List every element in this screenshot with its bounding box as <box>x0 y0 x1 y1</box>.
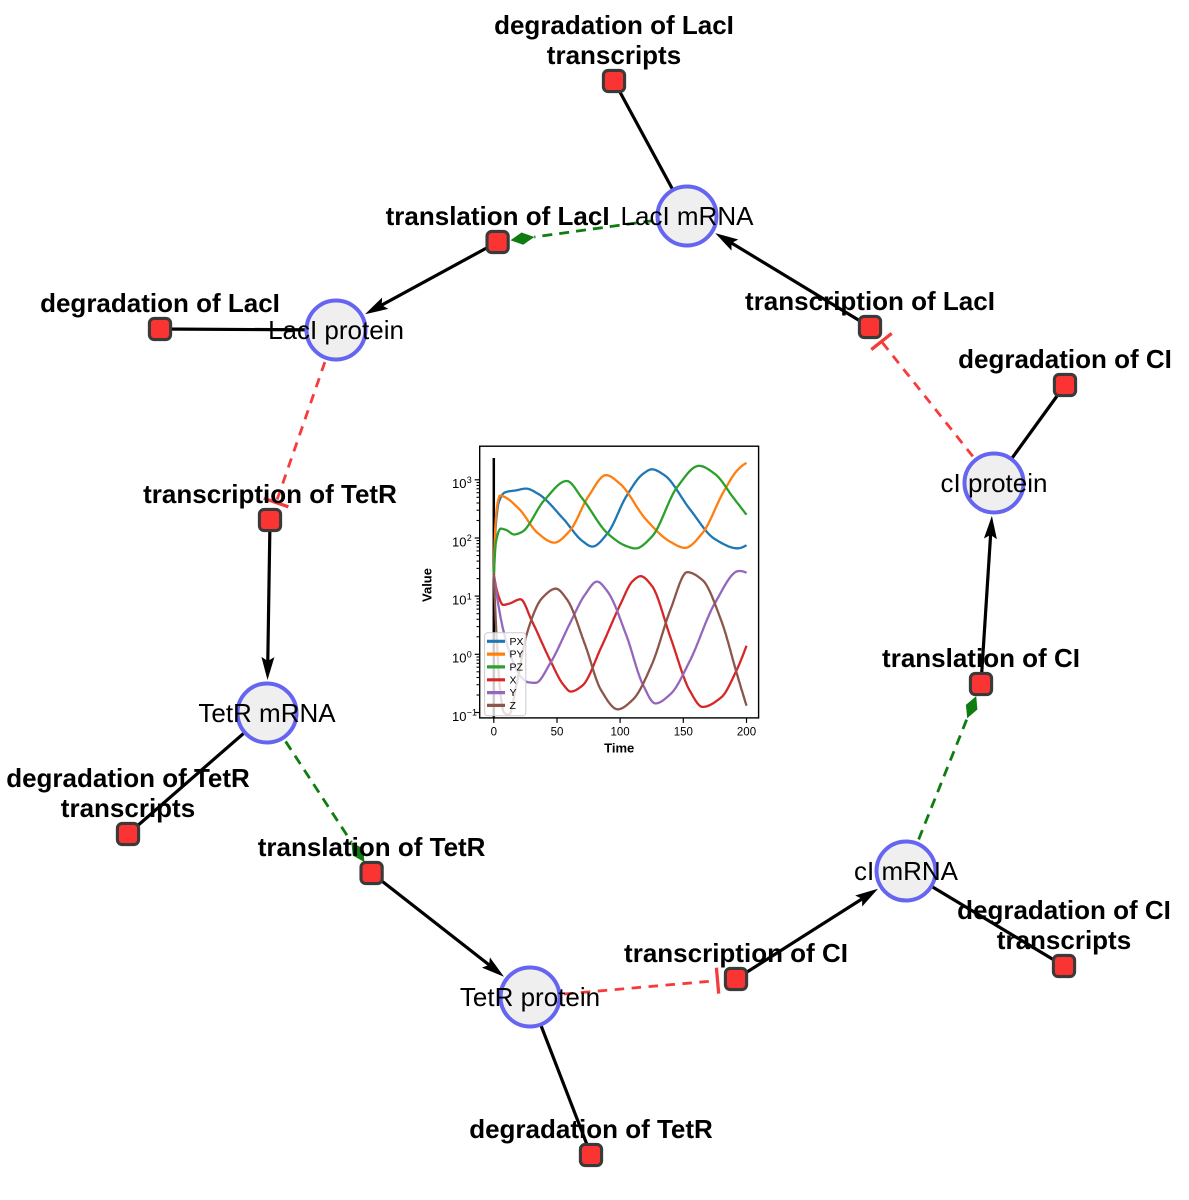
svg-text:0: 0 <box>467 650 472 660</box>
svg-text:cI protein: cI protein <box>941 468 1048 498</box>
svg-text:degradation of TetR: degradation of TetR <box>469 1114 713 1144</box>
svg-text:LacI protein: LacI protein <box>268 315 404 345</box>
svg-text:1: 1 <box>467 591 472 601</box>
svg-text:100: 100 <box>611 727 630 739</box>
svg-text:degradation of TetR: degradation of TetR <box>6 763 250 793</box>
svg-text:2: 2 <box>467 533 472 543</box>
svg-text:200: 200 <box>737 727 756 739</box>
svg-text:transcripts: transcripts <box>61 793 195 823</box>
svg-text:TetR protein: TetR protein <box>460 982 600 1012</box>
svg-text:transcripts: transcripts <box>997 925 1131 955</box>
svg-text:50: 50 <box>551 727 564 739</box>
svg-text:0: 0 <box>491 727 497 739</box>
svg-text:cI mRNA: cI mRNA <box>854 856 959 886</box>
svg-text:X: X <box>510 674 517 686</box>
svg-text:degradation of LacI: degradation of LacI <box>494 10 734 40</box>
svg-text:translation of LacI: translation of LacI <box>386 201 610 231</box>
svg-text:Z: Z <box>510 700 517 712</box>
svg-text:10: 10 <box>452 651 466 666</box>
svg-text:TetR mRNA: TetR mRNA <box>198 698 336 728</box>
svg-text:Time: Time <box>604 741 634 756</box>
svg-text:150: 150 <box>674 727 693 739</box>
svg-text:PZ: PZ <box>510 662 524 674</box>
svg-text:10: 10 <box>452 534 466 549</box>
svg-text:LacI mRNA: LacI mRNA <box>621 201 755 231</box>
svg-text:Y: Y <box>510 687 517 699</box>
svg-text:translation of CI: translation of CI <box>882 643 1080 673</box>
svg-text:10: 10 <box>452 592 466 607</box>
svg-text:10: 10 <box>452 476 466 491</box>
svg-text:transcription of LacI: transcription of LacI <box>745 286 995 316</box>
svg-text:−1: −1 <box>467 708 477 718</box>
svg-text:translation of TetR: translation of TetR <box>258 832 486 862</box>
svg-text:10: 10 <box>452 709 466 724</box>
svg-text:transcription of CI: transcription of CI <box>624 938 848 968</box>
svg-text:PX: PX <box>510 636 524 648</box>
svg-text:3: 3 <box>467 475 472 485</box>
svg-text:degradation of CI: degradation of CI <box>957 895 1171 925</box>
svg-text:degradation of CI: degradation of CI <box>958 344 1172 374</box>
svg-text:transcription of TetR: transcription of TetR <box>143 479 397 509</box>
svg-text:degradation of LacI: degradation of LacI <box>40 288 280 318</box>
svg-text:Value: Value <box>420 568 435 602</box>
svg-text:transcripts: transcripts <box>547 40 681 70</box>
svg-text:PY: PY <box>510 649 524 661</box>
